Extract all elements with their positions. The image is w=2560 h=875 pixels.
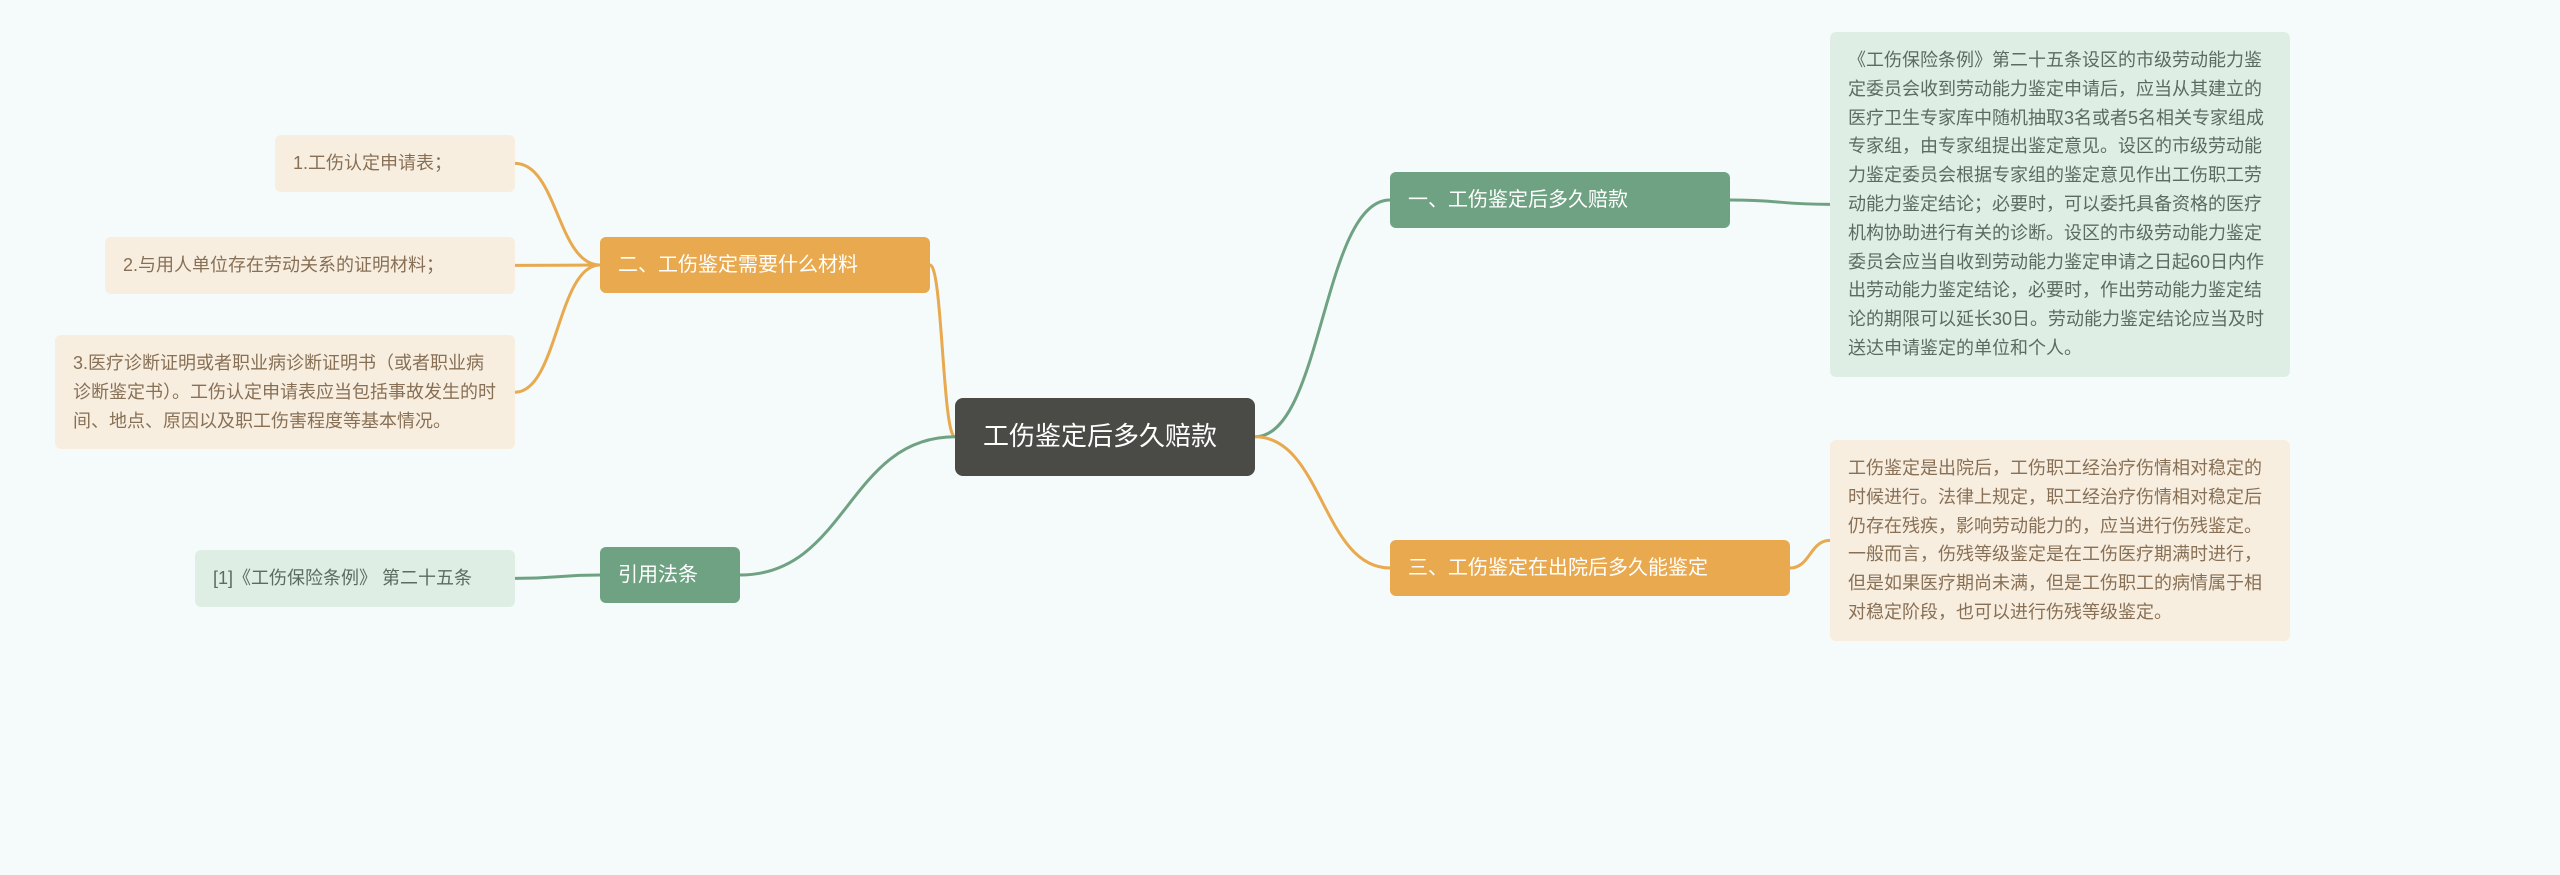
connector xyxy=(515,265,600,392)
connector xyxy=(740,437,955,575)
connector xyxy=(930,265,955,437)
connector xyxy=(515,163,600,265)
root-node: 工伤鉴定后多久赔款 xyxy=(955,398,1255,476)
branch-1: 一、工伤鉴定后多久赔款 xyxy=(1390,172,1730,228)
branch-2: 二、工伤鉴定需要什么材料 xyxy=(600,237,930,293)
branch-3-leaf: 工伤鉴定是出院后，工伤职工经治疗伤情相对稳定的时候进行。法律上规定，职工经治疗伤… xyxy=(1830,440,2290,641)
branch-1-leaf: 《工伤保险条例》第二十五条设区的市级劳动能力鉴定委员会收到劳动能力鉴定申请后，应… xyxy=(1830,32,2290,377)
connector xyxy=(1730,200,1830,204)
branch-2-leaf-2: 2.与用人单位存在劳动关系的证明材料； xyxy=(105,237,515,294)
branch-2-leaf-3: 3.医疗诊断证明或者职业病诊断证明书（或者职业病诊断鉴定书）。工伤认定申请表应当… xyxy=(55,335,515,449)
branch-4: 引用法条 xyxy=(600,547,740,603)
connector xyxy=(1255,437,1390,568)
connector xyxy=(1255,200,1390,437)
connector xyxy=(515,575,600,578)
branch-2-leaf-1: 1.工伤认定申请表； xyxy=(275,135,515,192)
connector xyxy=(1790,540,1830,568)
branch-4-leaf: [1]《工伤保险条例》 第二十五条 xyxy=(195,550,515,607)
branch-3: 三、工伤鉴定在出院后多久能鉴定 xyxy=(1390,540,1790,596)
